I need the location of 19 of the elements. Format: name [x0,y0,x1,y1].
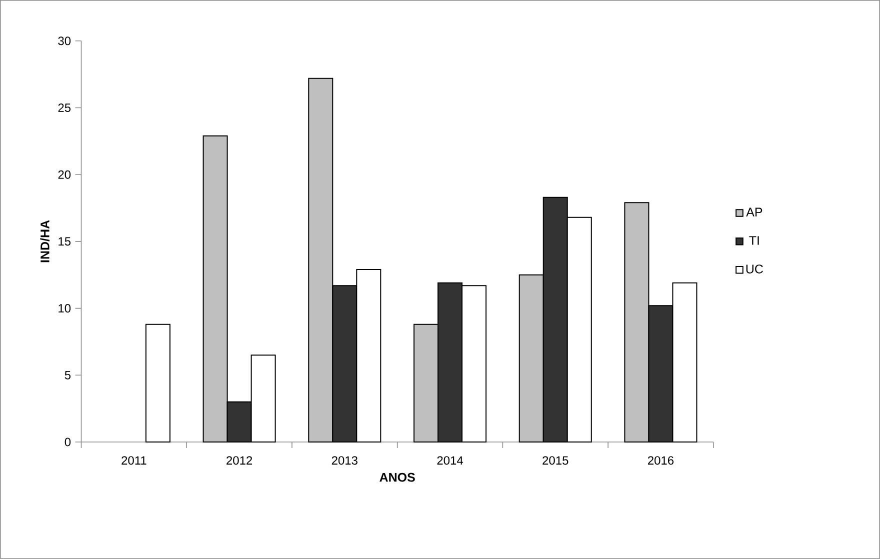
y-axis-title: IND/HA [40,220,50,262]
legend-label: UC [746,264,763,274]
y-tick-label: 20 [58,170,71,179]
y-tick-label: 10 [58,304,71,313]
x-tick-label: 2015 [542,456,568,465]
y-tick-label: 5 [64,370,71,380]
x-tick-label: 2014 [437,456,463,465]
x-tick-label: 2012 [226,456,252,465]
legend-label: AP [746,208,762,216]
x-tick-label: 2013 [332,456,358,465]
y-tick-label: 30 [58,36,71,46]
y-tick-label: 25 [58,104,71,112]
x-axis-title: ANOS [380,472,415,482]
x-tick-label: 2016 [648,456,674,465]
bar [145,324,170,443]
y-tick-label: 0 [64,438,71,446]
x-tick-label: 2011 [122,456,146,465]
legend-label: TI [749,236,759,245]
y-tick-label: 15 [58,237,71,246]
